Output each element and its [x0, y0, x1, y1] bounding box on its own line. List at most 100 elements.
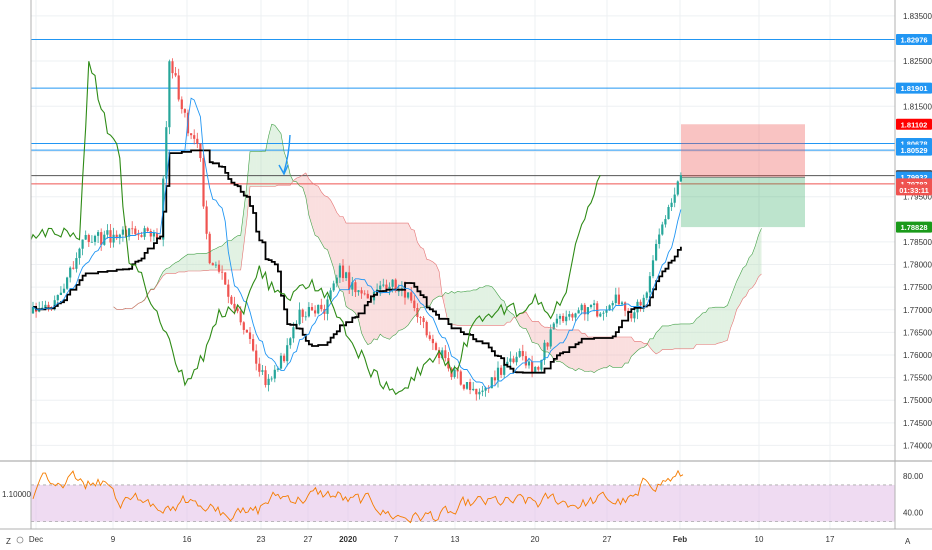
cloud-segment — [253, 151, 257, 187]
down-arrow-annotation[interactable] — [278, 134, 291, 176]
cloud-segment — [432, 261, 436, 301]
candle — [41, 307, 44, 309]
price-tag-text: 1.80678 — [900, 139, 927, 148]
cloud-segment — [346, 223, 350, 309]
price-tag-box — [896, 221, 932, 233]
cloud-segment — [234, 235, 238, 270]
cloud-segment — [742, 265, 746, 299]
candle — [320, 304, 323, 310]
candle — [317, 304, 320, 314]
candle — [397, 290, 400, 292]
price-tick-label: 1.75500 — [903, 374, 932, 383]
candle — [233, 303, 236, 309]
candle — [518, 351, 521, 357]
candle — [379, 285, 382, 290]
cloud-segment — [191, 254, 195, 271]
candle — [276, 368, 279, 370]
candle — [645, 292, 648, 298]
candle — [62, 288, 66, 293]
time-tick-label: Feb — [673, 535, 687, 544]
candle — [121, 229, 124, 235]
stop-zone — [681, 124, 805, 178]
cloud-segment — [166, 267, 170, 274]
cloud-segment — [352, 223, 356, 314]
cloud-segment — [612, 336, 616, 368]
cloud-segment — [333, 205, 337, 283]
cloud-segment — [566, 329, 570, 368]
candle — [224, 272, 227, 285]
candle — [196, 138, 199, 144]
cloud-segment — [349, 223, 353, 311]
price-tick-label: 1.78500 — [903, 238, 932, 247]
cloud-segment — [420, 247, 424, 308]
candle — [193, 135, 196, 139]
cloud-segment — [575, 329, 579, 371]
cloud-segment — [457, 291, 461, 326]
cloud-segment — [374, 223, 378, 340]
cloud-segment — [519, 313, 523, 329]
cloud-segment — [467, 291, 471, 326]
candle — [444, 350, 447, 359]
candle — [279, 355, 283, 369]
candle — [413, 300, 416, 309]
cloud-segment — [188, 254, 192, 271]
candle — [658, 234, 661, 244]
candle — [128, 228, 131, 237]
z-button[interactable]: Z — [6, 537, 11, 546]
candle — [385, 284, 388, 289]
senkou-span-b — [113, 172, 762, 355]
candle — [146, 228, 149, 232]
cloud-segment — [637, 341, 641, 351]
cloud-segment — [324, 195, 328, 250]
cloud-segment — [532, 321, 536, 344]
candle — [211, 263, 214, 266]
candle — [252, 338, 255, 351]
cloud-segment — [277, 129, 281, 186]
cloud-segment — [178, 258, 182, 272]
candle — [221, 271, 224, 273]
cloud-segment — [609, 336, 613, 368]
candle — [155, 232, 159, 239]
cloud-segment — [569, 329, 573, 369]
cloud-segment — [699, 313, 703, 345]
cloud-segment — [386, 223, 390, 340]
cloud-segment — [262, 151, 266, 187]
price-tag-box — [896, 144, 932, 156]
candle — [118, 234, 121, 239]
short-position-tool[interactable] — [681, 124, 805, 228]
candle — [329, 290, 332, 300]
cloud-segment — [160, 271, 164, 281]
time-tick-label: 23 — [257, 535, 266, 544]
cloud-segment — [600, 336, 604, 369]
price-tag-text: 1.82976 — [900, 36, 927, 45]
kijun-line — [33, 149, 682, 374]
cloud-segment — [721, 307, 725, 343]
cloud-segment — [696, 316, 700, 345]
cloud-segment — [318, 186, 322, 243]
candle — [475, 388, 478, 395]
cloud-segment — [243, 184, 247, 246]
cloud-segment — [454, 291, 458, 326]
candle — [345, 272, 348, 279]
auto-scale-button[interactable]: A — [905, 537, 911, 546]
candle — [633, 312, 636, 319]
price-tick-label: 1.76000 — [903, 351, 932, 360]
horizontal-levels[interactable] — [31, 39, 895, 185]
candle — [242, 322, 245, 330]
cloud-segment — [662, 325, 666, 350]
cloud-segment — [240, 210, 244, 270]
candle — [78, 248, 81, 259]
cloud-segment — [312, 182, 316, 236]
cloud-segment — [594, 336, 598, 373]
cloud-segment — [749, 254, 753, 290]
candle — [190, 133, 193, 136]
cloud-segment — [677, 323, 681, 349]
cloud-segment — [194, 253, 198, 271]
cloud-segment — [203, 253, 207, 271]
candle — [174, 73, 177, 76]
cloud-segment — [553, 327, 557, 362]
candle — [664, 219, 667, 225]
candle — [137, 234, 140, 236]
